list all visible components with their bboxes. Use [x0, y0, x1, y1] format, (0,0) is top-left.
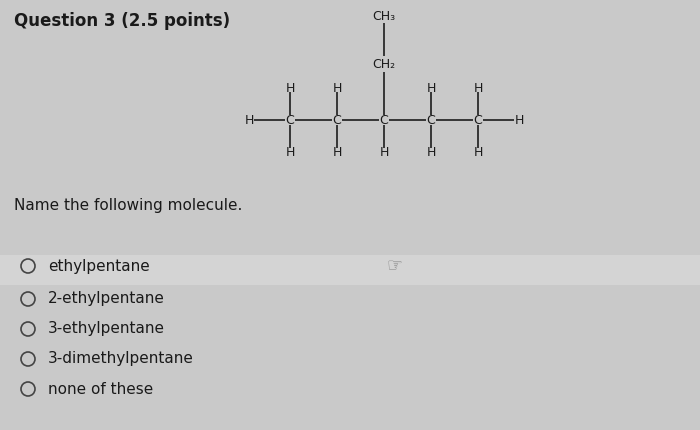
- Text: H: H: [379, 145, 389, 159]
- Text: ethylpentane: ethylpentane: [48, 258, 150, 273]
- Text: 3-ethylpentane: 3-ethylpentane: [48, 322, 165, 337]
- Text: C: C: [286, 114, 295, 126]
- Text: none of these: none of these: [48, 381, 153, 396]
- Text: C: C: [332, 114, 342, 126]
- Text: H: H: [473, 82, 483, 95]
- Text: H: H: [286, 82, 295, 95]
- Text: H: H: [244, 114, 253, 126]
- Text: H: H: [332, 82, 342, 95]
- Text: Name the following molecule.: Name the following molecule.: [14, 198, 242, 213]
- Text: ☞: ☞: [387, 256, 403, 274]
- Text: H: H: [332, 145, 342, 159]
- Text: C: C: [379, 114, 389, 126]
- FancyBboxPatch shape: [0, 255, 700, 285]
- Text: H: H: [514, 114, 524, 126]
- Text: CH₃: CH₃: [372, 9, 396, 22]
- Text: H: H: [426, 145, 435, 159]
- Text: Question 3 (2.5 points): Question 3 (2.5 points): [14, 12, 230, 30]
- Text: H: H: [286, 145, 295, 159]
- Text: H: H: [426, 82, 435, 95]
- Text: 2-ethylpentane: 2-ethylpentane: [48, 292, 165, 307]
- Text: C: C: [426, 114, 435, 126]
- Text: H: H: [473, 145, 483, 159]
- Text: C: C: [474, 114, 482, 126]
- Text: 3-dimethylpentane: 3-dimethylpentane: [48, 351, 194, 366]
- Text: CH₂: CH₂: [372, 58, 396, 71]
